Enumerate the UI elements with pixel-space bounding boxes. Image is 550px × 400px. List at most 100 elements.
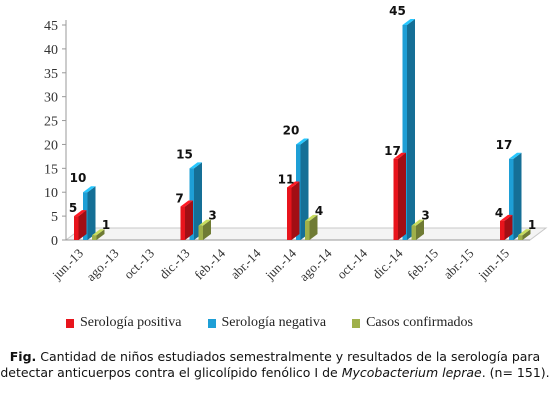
bar-top [189, 162, 202, 169]
data-label-1-9: 45 [389, 4, 406, 18]
bar-front [509, 158, 514, 240]
legend-swatch-positive [66, 318, 74, 328]
bar-side [513, 152, 522, 240]
y-tick-label: 5 [51, 210, 58, 225]
y-axis-ticks: 0 5 10 15 20 25 30 35 40 45 [44, 19, 66, 249]
x-tick-label: abr.-15 [440, 246, 476, 282]
bar-0-6 [287, 181, 300, 240]
bar-side [407, 19, 415, 240]
x-tick-label: abr.-14 [227, 245, 264, 282]
legend-label-confirmed: Casos confirmados [366, 315, 474, 330]
data-label-0-0: 5 [69, 201, 77, 215]
bar-1-12 [509, 152, 522, 240]
bar-front [518, 235, 523, 240]
x-tick-label: oct.-13 [121, 246, 157, 282]
x-tick-label: jun.-14 [262, 245, 300, 283]
y-tick-label: 25 [44, 115, 58, 130]
bar-top [305, 214, 318, 221]
data-label-0-12: 4 [495, 206, 503, 220]
bar-top [92, 229, 105, 236]
caption-prefix: Fig. [9, 349, 37, 364]
bar-top [500, 214, 513, 221]
legend: Serología positiva Serología negativa Ca… [66, 314, 536, 332]
data-label-0-3: 7 [175, 192, 183, 206]
caption-italic-species: Mycobacterium leprae [341, 365, 482, 380]
bar-top [411, 219, 424, 226]
bar-front [198, 225, 203, 240]
bar-0-9 [393, 152, 406, 240]
x-tick-label: feb.-15 [404, 246, 441, 283]
data-label-2-9: 3 [421, 209, 429, 223]
bar-front [402, 25, 407, 240]
data-label-2-6: 4 [315, 204, 323, 218]
legend-item-confirmed: Casos confirmados [352, 314, 473, 332]
bar-front [411, 225, 416, 240]
legend-item-negative: Serología negativa [207, 314, 327, 332]
bar-front [92, 235, 97, 240]
bar-0-3 [180, 200, 193, 240]
legend-swatch-negative [207, 318, 216, 328]
caption-text-before: Cantidad de niños estudiados semestralme… [0, 349, 541, 380]
x-tick-label: feb.-14 [191, 245, 228, 282]
y-tick-label: 0 [51, 234, 58, 249]
y-tick-label: 35 [44, 67, 58, 82]
data-label-1-12: 17 [496, 138, 513, 152]
x-tick-label: jun.-13 [49, 246, 87, 284]
bars [74, 19, 531, 240]
bar-top [296, 138, 309, 145]
data-label-2-3: 3 [208, 209, 216, 223]
y-tick-label: 20 [44, 138, 58, 153]
bar-side [203, 219, 211, 240]
bar-top [393, 152, 406, 159]
bar-side [78, 210, 87, 240]
x-tick-label: dic.-14 [369, 245, 406, 282]
bar-2-3 [198, 219, 211, 240]
x-tick-label: dic.-13 [156, 246, 192, 282]
bar-side [300, 138, 309, 240]
legend-label-negative: Serología negativa [221, 315, 327, 330]
bar-front [180, 206, 185, 240]
y-tick-label: 30 [44, 91, 58, 106]
bar-side [504, 214, 513, 240]
y-tick-label: 40 [44, 43, 58, 58]
bar-top [509, 152, 522, 159]
bar-2-6 [305, 214, 318, 240]
data-label-2-12: 1 [528, 218, 536, 232]
bar-front [287, 187, 292, 240]
y-tick-label: 15 [44, 162, 58, 177]
bar-top [180, 200, 193, 207]
bar-side [309, 214, 318, 240]
bar-top [402, 19, 415, 25]
data-label-0-6: 11 [278, 172, 295, 186]
bar-1-9 [402, 19, 415, 240]
bar-side [522, 229, 531, 240]
x-tick-label: ago.-14 [296, 245, 335, 284]
bar-front [393, 158, 398, 240]
bar-top [287, 181, 300, 188]
bar-side [185, 200, 193, 240]
bar-front [305, 220, 310, 240]
bar-0-0 [74, 210, 87, 240]
data-label-1-3: 15 [176, 147, 193, 161]
bar-front [74, 216, 79, 240]
data-label-2-0: 1 [102, 218, 110, 232]
legend-swatch-confirmed [352, 318, 361, 328]
bar-side [291, 181, 300, 240]
bar-side [398, 152, 406, 240]
legend-item-positive: Serología positiva [66, 314, 182, 332]
legend-label-positive: Serología positiva [80, 315, 182, 330]
data-label-1-6: 20 [283, 123, 300, 137]
bar-2-0 [92, 229, 105, 240]
bar-top [83, 186, 96, 193]
bar-side [194, 162, 202, 240]
data-label-0-9: 17 [384, 144, 401, 158]
bar-side [87, 186, 96, 240]
bar-2-12 [518, 229, 531, 240]
x-tick-label: oct.-14 [334, 245, 371, 282]
bar-top [518, 229, 531, 236]
bar-front [500, 220, 505, 240]
x-tick-label: jun.-15 [475, 246, 513, 284]
